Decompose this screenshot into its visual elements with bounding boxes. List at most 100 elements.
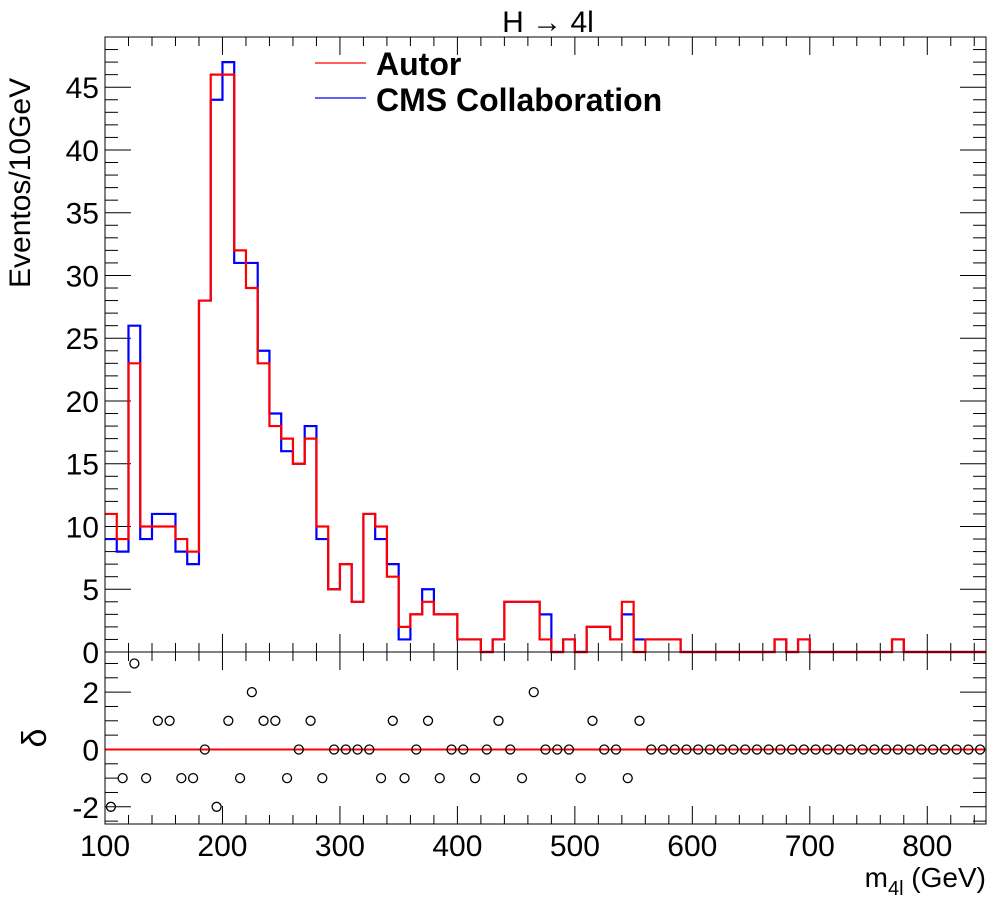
residual-point <box>140 772 152 784</box>
residual-point <box>422 715 434 726</box>
residual-point <box>622 772 633 784</box>
residual-points <box>105 658 986 812</box>
residual-point <box>892 744 904 755</box>
residual-point <box>951 744 962 755</box>
residual-point <box>387 715 398 726</box>
residual-point <box>845 744 857 755</box>
top-y-tick-label: 20 <box>66 386 99 419</box>
legend: Autor CMS Collaboration <box>315 46 662 118</box>
residual-point <box>740 744 751 755</box>
x-tick-label: 600 <box>667 830 717 863</box>
top-y-axis-label: Eventos/10GeV <box>4 78 37 288</box>
x-tick-label: 400 <box>432 830 482 863</box>
residual-point <box>822 744 833 755</box>
residual-point <box>246 686 257 698</box>
residual-point <box>963 744 974 755</box>
residual-point <box>528 686 539 698</box>
top-y-tick-label: 40 <box>66 135 99 168</box>
x-tick-labels: 100 200 300 400 500 600 700 800 <box>80 830 952 863</box>
residual-point <box>646 744 657 755</box>
residual-point <box>352 744 363 755</box>
residual-point <box>563 744 575 755</box>
residual-point <box>199 744 210 755</box>
residual-point <box>187 772 199 784</box>
top-y-tick-label: 0 <box>82 637 99 670</box>
residual-point <box>751 744 763 755</box>
bottom-y-tick-label: 0 <box>82 734 99 767</box>
residual-point <box>105 801 117 812</box>
residual-point <box>152 715 164 726</box>
residual-point <box>857 744 868 755</box>
residual-point <box>481 744 492 755</box>
bottom-plot-frame <box>104 651 987 825</box>
residual-point <box>340 744 351 755</box>
residual-point <box>223 715 234 726</box>
top-y-tick-label: 25 <box>66 323 99 356</box>
bottom-residual-panel: -2 0 2 100 200 300 400 500 600 700 800 δ m4l (GeV… <box>16 651 987 897</box>
residual-point <box>211 801 222 812</box>
legend-label-cms: CMS Collaboration <box>376 82 662 118</box>
residual-point <box>810 744 821 755</box>
residual-point <box>129 658 140 669</box>
residual-point <box>916 744 927 755</box>
bottom-y-tick-labels: -2 0 2 <box>72 677 99 825</box>
residual-point <box>716 744 727 755</box>
top-y-tick-label: 15 <box>66 449 99 482</box>
bottom-ticks <box>104 652 986 824</box>
residual-point <box>798 744 810 755</box>
residual-point <box>869 744 880 755</box>
residual-point <box>176 772 187 784</box>
residual-point <box>657 744 669 755</box>
residual-point <box>117 772 128 784</box>
residual-point <box>258 715 269 726</box>
top-y-tick-label: 5 <box>82 574 99 607</box>
top-y-tick-label: 10 <box>66 511 99 544</box>
x-tick-label: 200 <box>197 830 247 863</box>
residual-point <box>599 744 610 755</box>
residual-point <box>787 744 798 755</box>
chart-title: H → 4l <box>502 6 594 39</box>
top-y-tick-label: 45 <box>66 72 99 105</box>
x-tick-label: 500 <box>550 830 600 863</box>
residual-point <box>305 715 316 726</box>
residual-point <box>587 715 598 726</box>
residual-point <box>693 744 704 755</box>
bottom-y-tick-label: -2 <box>72 792 99 825</box>
residual-point <box>458 744 469 755</box>
residual-point <box>681 744 692 755</box>
top-y-tick-labels: 0 5 10 15 20 25 30 35 40 45 <box>66 72 99 670</box>
residual-point <box>328 744 340 755</box>
residual-point <box>516 772 528 784</box>
residual-point <box>364 744 375 755</box>
residual-point <box>728 744 739 755</box>
x-tick-label: 700 <box>785 830 835 863</box>
residual-point <box>775 744 786 755</box>
residual-point <box>164 715 175 726</box>
residual-point <box>610 744 622 755</box>
residual-point <box>834 744 845 755</box>
residual-point <box>763 744 774 755</box>
residual-point <box>575 772 586 784</box>
residual-point <box>634 715 645 726</box>
top-y-tick-label: 30 <box>66 260 99 293</box>
residual-point <box>904 744 915 755</box>
x-tick-label: 800 <box>902 830 952 863</box>
residual-point <box>927 744 939 755</box>
top-y-tick-label: 35 <box>66 198 99 231</box>
residual-point <box>469 772 481 784</box>
x-tick-label: 300 <box>315 830 365 863</box>
residual-point <box>399 772 410 784</box>
residual-point <box>974 744 986 755</box>
legend-label-autor: Autor <box>376 46 461 82</box>
x-tick-label: 100 <box>80 830 130 863</box>
residual-point <box>234 772 246 784</box>
x-axis-label-unit: (GeV) <box>904 862 986 893</box>
x-axis-label: m4l (GeV) <box>865 862 986 897</box>
residual-point <box>281 772 293 784</box>
residual-point <box>411 744 422 755</box>
residual-point <box>434 772 445 784</box>
residual-point <box>552 744 563 755</box>
residual-point <box>704 744 716 755</box>
